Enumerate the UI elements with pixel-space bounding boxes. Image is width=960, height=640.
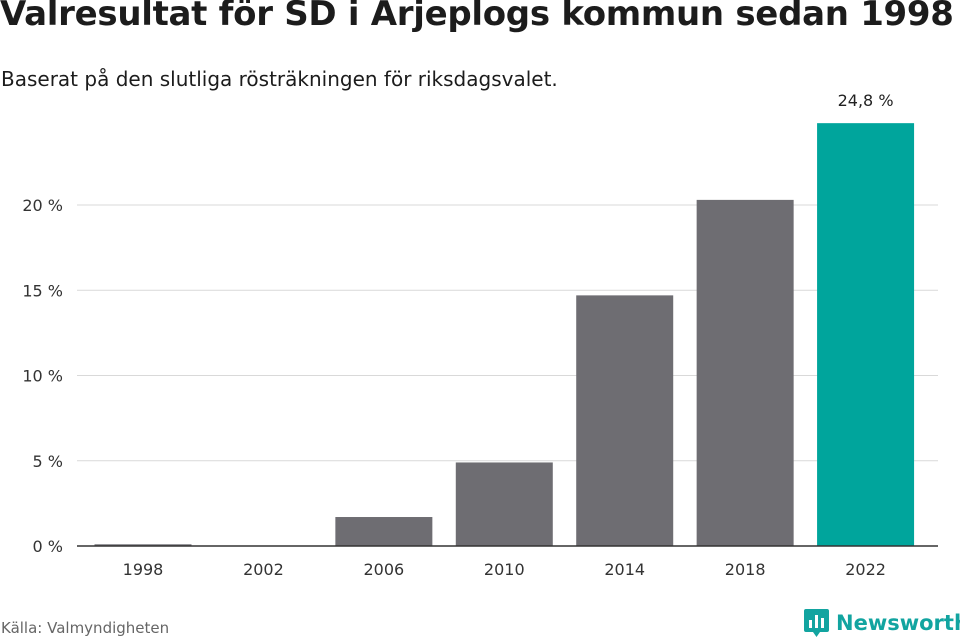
x-tick-label: 2010 bbox=[484, 560, 525, 579]
bar bbox=[576, 295, 674, 546]
y-tick-label: 15 % bbox=[22, 281, 63, 300]
bar bbox=[455, 462, 553, 546]
bar bbox=[335, 517, 433, 546]
brand-name: Newsworthy bbox=[836, 611, 960, 635]
y-tick-label: 5 % bbox=[33, 452, 63, 471]
x-tick-label: 2014 bbox=[604, 560, 645, 579]
chart-subtitle: Baserat på den slutliga rösträkningen fö… bbox=[1, 67, 558, 91]
bar bbox=[94, 544, 192, 546]
bar bbox=[817, 123, 915, 546]
x-tick-label: 1998 bbox=[123, 560, 164, 579]
chart-title: Valresultat för SD i Arjeplogs kommun se… bbox=[0, 0, 954, 34]
brand-logo: Newsworthy bbox=[804, 608, 960, 638]
bar-chart: 0 % 5 % 10 % 15 % 20 % 1998 2002 2006 2010 2014 20… bbox=[22, 91, 938, 579]
x-tick-label: 2002 bbox=[243, 560, 284, 579]
y-tick-label: 20 % bbox=[22, 196, 63, 215]
x-tick-label: 2022 bbox=[845, 560, 886, 579]
source-note: Källa: Valmyndigheten bbox=[1, 619, 170, 637]
x-tick-label: 2006 bbox=[363, 560, 404, 579]
data-label: 24,8 % bbox=[838, 91, 894, 110]
y-tick-label: 10 % bbox=[22, 367, 63, 386]
y-tick-label: 0 % bbox=[33, 537, 63, 556]
bar bbox=[696, 199, 794, 546]
x-tick-label: 2018 bbox=[725, 560, 766, 579]
newsworthy-logo-icon bbox=[804, 609, 829, 637]
